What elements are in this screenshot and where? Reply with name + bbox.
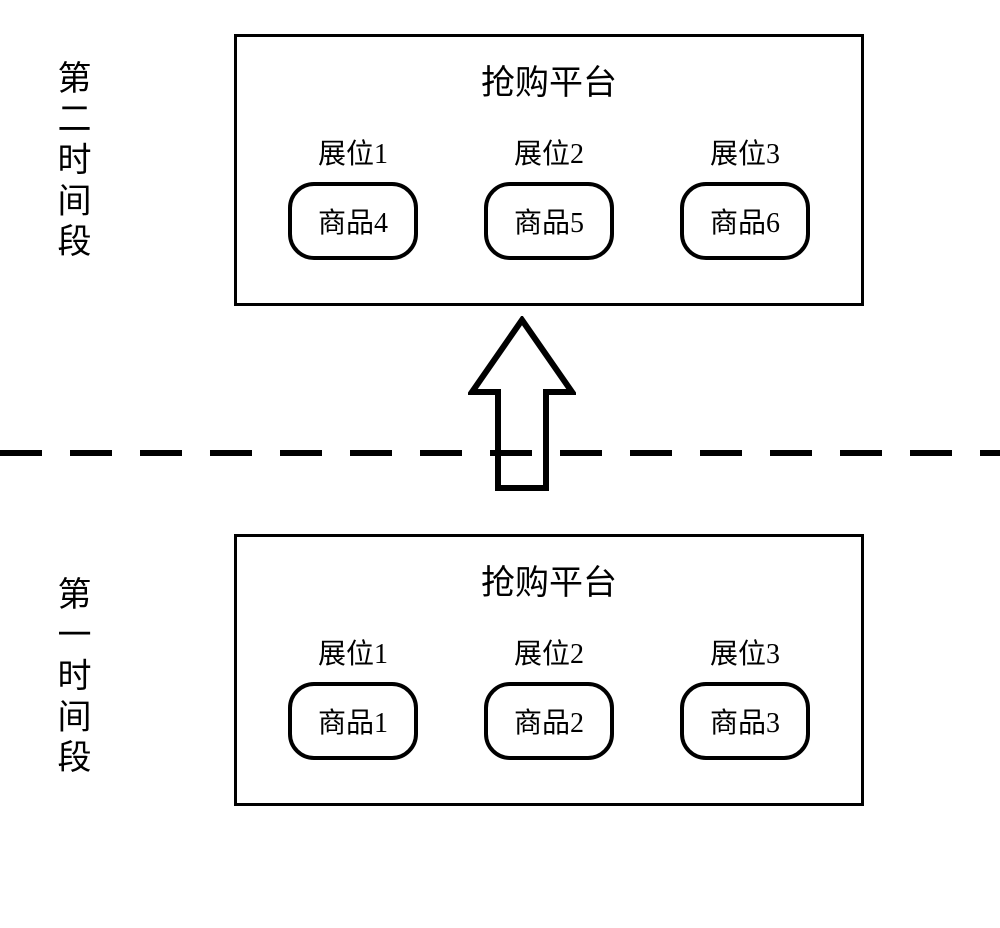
slot-label: 展位1 (318, 632, 388, 672)
dashed-divider (0, 450, 1000, 456)
panel-period-2-slots: 展位1 商品4 展位2 商品5 展位3 商品6 (237, 132, 861, 260)
slot: 展位3 商品3 (647, 632, 843, 760)
slot-label: 展位2 (514, 132, 584, 172)
period-2-label: 第二时间段 (46, 60, 95, 264)
slot: 展位1 商品1 (255, 632, 451, 760)
item-pill: 商品2 (484, 682, 614, 760)
item-pill: 商品4 (288, 182, 418, 260)
panel-period-2-title: 抢购平台 (481, 55, 617, 104)
up-arrow-shape (472, 320, 572, 488)
slot-label: 展位2 (514, 632, 584, 672)
slot: 展位3 商品6 (647, 132, 843, 260)
panel-period-2: 抢购平台 展位1 商品4 展位2 商品5 展位3 商品6 (234, 34, 864, 306)
slot: 展位1 商品4 (255, 132, 451, 260)
item-pill: 商品5 (484, 182, 614, 260)
period-1-label: 第一时间段 (46, 576, 95, 780)
slot: 展位2 商品5 (451, 132, 647, 260)
up-arrow-icon (468, 316, 576, 492)
slot-label: 展位1 (318, 132, 388, 172)
panel-period-1: 抢购平台 展位1 商品1 展位2 商品2 展位3 商品3 (234, 534, 864, 806)
item-pill: 商品6 (680, 182, 810, 260)
item-pill: 商品3 (680, 682, 810, 760)
panel-period-1-slots: 展位1 商品1 展位2 商品2 展位3 商品3 (237, 632, 861, 760)
slot-label: 展位3 (710, 632, 780, 672)
item-pill: 商品1 (288, 682, 418, 760)
slot-label: 展位3 (710, 132, 780, 172)
panel-period-1-title: 抢购平台 (481, 555, 617, 604)
slot: 展位2 商品2 (451, 632, 647, 760)
